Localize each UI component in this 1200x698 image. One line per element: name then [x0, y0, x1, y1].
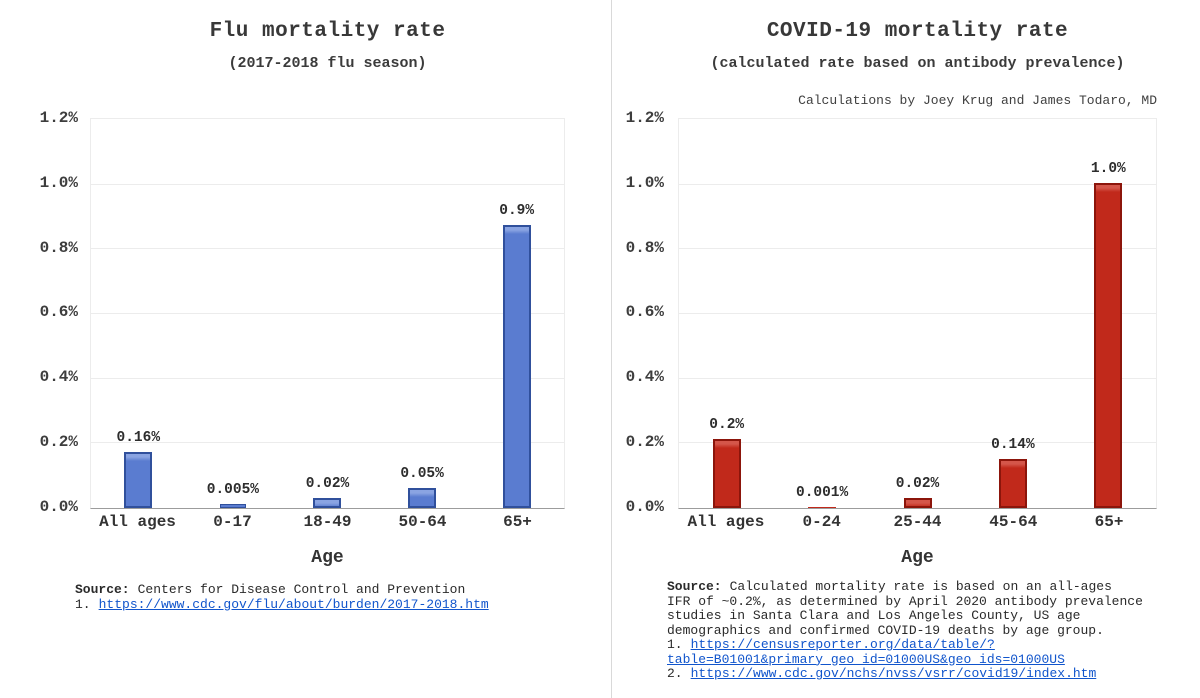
source-link-line: 1. https://censusreporter.org/data/table/…	[667, 637, 1189, 667]
x-axis-category-label: 0-24	[802, 513, 841, 531]
y-axis-tick-label: 0.2%	[39, 433, 78, 451]
source-note: Source: Calculated mortality rate is base…	[667, 579, 1189, 682]
source-text: Source: Calculated mortality rate is base…	[667, 579, 1189, 595]
x-axis-category-label: 50-64	[398, 513, 447, 531]
flu-chart: Flu mortality rate (2017-2018 flu season…	[39, 20, 580, 613]
y-axis-tick-label: 0.4%	[625, 368, 664, 386]
x-axis-category-label: 25-44	[893, 513, 942, 531]
bar	[502, 225, 531, 508]
bar	[998, 459, 1027, 508]
bar	[903, 498, 932, 508]
y-axis-tick-label: 0.0%	[39, 498, 78, 516]
x-axis: All ages 0-17 18-49 50-64 65+	[90, 513, 565, 531]
bar-value-label: 1.0%	[1090, 161, 1126, 177]
y-axis-tick-label: 0.6%	[39, 303, 78, 321]
bar-value-label: 0.05%	[400, 466, 444, 482]
bar-group: 0.02%	[280, 119, 375, 508]
source-text-line: IFR of ~0.2%, as determined by April 202…	[667, 593, 1143, 609]
bar-value-label: 0.2%	[709, 417, 745, 433]
bar-value-label: 0.16%	[116, 430, 161, 446]
y-axis-tick-label: 0.0%	[625, 498, 664, 516]
source-text: Source: Centers for Disease Control and P…	[75, 582, 580, 598]
link-number: 1.	[667, 637, 683, 652]
x-axis-category-label: 0-17	[213, 513, 252, 531]
y-axis-tick-label: 1.2%	[625, 109, 664, 127]
bar	[712, 439, 741, 508]
source-text-line: demographics and confirmed COVID-19 deat…	[667, 622, 1104, 638]
bar-group: 0.9%	[469, 119, 564, 508]
link-number: 1.	[75, 596, 91, 612]
bars: 0.16% 0.005% 0.02% 0.05% 0.9%	[91, 119, 564, 508]
bar	[124, 452, 153, 508]
source-label: Source:	[667, 579, 722, 594]
bar-value-label: 0.02%	[305, 476, 350, 492]
source-link[interactable]: https://www.cdc.gov/flu/about/burden/201…	[98, 596, 489, 612]
x-axis-category-label: All ages	[687, 513, 765, 531]
y-axis-tick-label: 0.8%	[625, 239, 664, 257]
source-note: Source: Centers for Disease Control and P…	[75, 582, 580, 613]
y-axis-tick-label: 1.2%	[39, 109, 78, 127]
y-axis-tick-label: 1.0%	[39, 174, 78, 192]
x-axis: All ages 0-24 25-44 45-64 65+	[678, 513, 1157, 531]
bar-group: 0.001%	[774, 119, 869, 508]
x-axis-category-label: 65+	[503, 513, 532, 531]
source-text-line: Centers for Disease Control and Preventi…	[137, 582, 466, 597]
chart-title: COVID-19 mortality rate	[766, 20, 1069, 43]
bar-group: 0.2%	[679, 119, 774, 508]
source-link[interactable]: https://censusreporter.org/data/table/?t…	[667, 637, 1065, 667]
x-axis-category-label: All ages	[99, 513, 176, 531]
x-axis-category-label: 45-64	[989, 513, 1038, 531]
plot-area: 0.16% 0.005% 0.02% 0.05% 0.9%	[90, 118, 565, 509]
bar	[1094, 183, 1123, 508]
plot-area: 0.2% 0.001% 0.02% 0.14% 1.0%	[678, 118, 1157, 509]
x-axis-category-label: 65+	[1094, 513, 1124, 531]
y-axis-tick-label: 1.0%	[625, 174, 664, 192]
covid-chart: COVID-19 mortality rate (calculated rate…	[612, 0, 1200, 698]
source-link-line: 2. https://www.cdc.gov/nchs/nvss/vsrr/cov…	[667, 666, 1189, 682]
chart-subtitle: (calculated rate based on antibody preva…	[710, 55, 1125, 72]
bar	[219, 504, 246, 508]
bar	[313, 498, 342, 508]
chart-subtitle: (2017-2018 flu season)	[228, 55, 427, 72]
bar-group: 0.02%	[870, 119, 965, 508]
source-link[interactable]: https://www.cdc.gov/nchs/nvss/vsrr/covid…	[690, 666, 1097, 681]
source-text-line: studies in Santa Clara and Los Angeles C…	[667, 608, 1081, 623]
source-label: Source:	[75, 582, 130, 597]
bar-value-label: 0.14%	[991, 437, 1035, 453]
bar-value-label: 0.001%	[796, 485, 849, 501]
source-link-line: 1. https://www.cdc.gov/flu/about/burden/2…	[75, 596, 580, 613]
bar-group: 0.005%	[186, 119, 281, 508]
chart-title: Flu mortality rate	[209, 20, 446, 43]
vertical-divider	[611, 0, 612, 698]
bar	[808, 507, 837, 508]
bar-group: 0.16%	[91, 119, 186, 508]
y-axis-tick-label: 0.8%	[39, 239, 78, 257]
y-axis-tick-label: 0.6%	[625, 303, 664, 321]
bars: 0.2% 0.001% 0.02% 0.14% 1.0%	[679, 119, 1156, 508]
bar	[408, 488, 437, 508]
bar-group: 1.0%	[1061, 119, 1156, 508]
x-axis-category-label: 18-49	[303, 513, 352, 531]
bar-value-label: 0.005%	[206, 482, 259, 498]
attribution-note: Calculations by Joey Krug and James Toda…	[798, 93, 1157, 108]
bar-group: 0.14%	[965, 119, 1060, 508]
x-axis-title: Age	[311, 548, 344, 568]
x-axis-title: Age	[901, 548, 934, 568]
source-text-line: Calculated mortality rate is based on an…	[729, 579, 1112, 594]
y-axis-tick-label: 0.2%	[625, 433, 664, 451]
link-number: 2.	[667, 666, 683, 681]
bar-value-label: 0.02%	[895, 476, 940, 492]
bar-group: 0.05%	[375, 119, 470, 508]
bar-value-label: 0.9%	[499, 203, 535, 219]
y-axis-tick-label: 0.4%	[39, 368, 78, 386]
